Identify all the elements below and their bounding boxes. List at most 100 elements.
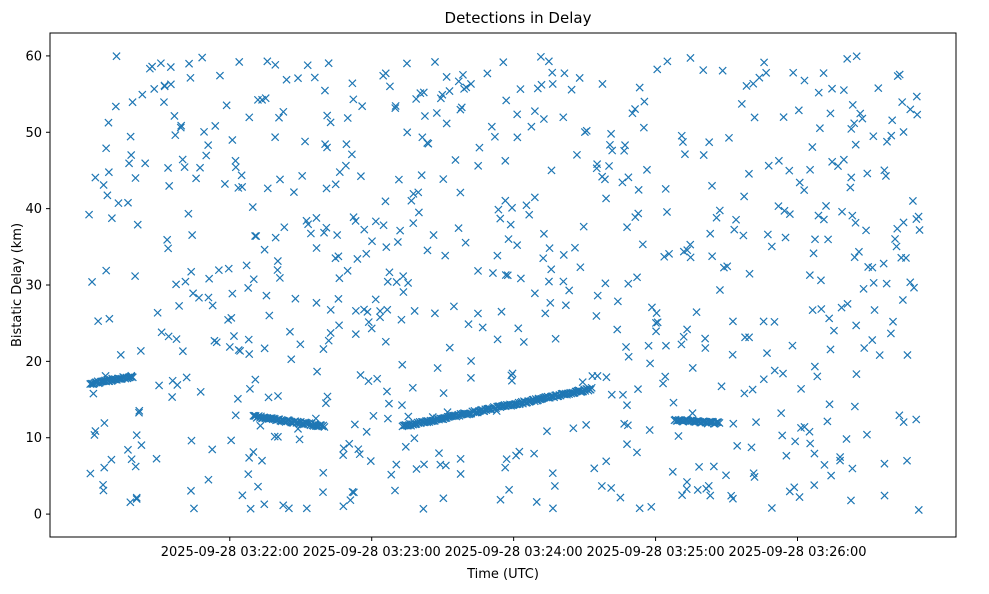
data-point bbox=[578, 378, 587, 387]
data-point bbox=[824, 235, 833, 244]
data-point bbox=[715, 418, 724, 428]
data-point bbox=[899, 127, 908, 137]
data-point bbox=[760, 58, 769, 67]
data-point bbox=[544, 57, 553, 66]
data-point bbox=[869, 132, 878, 141]
x-tick-label: 2025-09-28 03:22:00 bbox=[161, 545, 299, 560]
data-point bbox=[381, 337, 390, 346]
data-point bbox=[85, 210, 94, 219]
data-point bbox=[251, 375, 260, 384]
data-point bbox=[319, 345, 328, 354]
data-point bbox=[659, 379, 668, 388]
data-point bbox=[107, 214, 116, 223]
data-point bbox=[222, 101, 231, 110]
data-point bbox=[724, 133, 734, 142]
data-point bbox=[893, 224, 902, 233]
data-point bbox=[334, 294, 343, 303]
data-point bbox=[817, 304, 826, 314]
data-point bbox=[548, 79, 557, 88]
data-point bbox=[800, 76, 809, 85]
data-point bbox=[847, 173, 856, 182]
data-point bbox=[141, 159, 150, 168]
data-point bbox=[164, 244, 173, 253]
data-point bbox=[248, 203, 257, 212]
data-point bbox=[432, 108, 441, 117]
data-point bbox=[639, 123, 648, 132]
data-point bbox=[874, 84, 883, 93]
data-point bbox=[164, 332, 173, 341]
data-point bbox=[850, 119, 859, 128]
data-point bbox=[638, 240, 647, 249]
data-point bbox=[398, 360, 407, 369]
data-point bbox=[165, 181, 174, 190]
data-point bbox=[260, 344, 269, 353]
data-point bbox=[780, 206, 789, 215]
data-point bbox=[404, 412, 413, 421]
data-point bbox=[341, 161, 350, 170]
data-point bbox=[128, 373, 137, 382]
data-point bbox=[461, 238, 470, 247]
data-point bbox=[850, 402, 859, 411]
data-point bbox=[131, 462, 140, 471]
data-point bbox=[397, 401, 406, 410]
data-point bbox=[343, 266, 352, 275]
data-point bbox=[653, 65, 662, 74]
data-point bbox=[107, 455, 116, 464]
data-point bbox=[90, 430, 99, 439]
data-point bbox=[204, 475, 213, 484]
data-point bbox=[544, 277, 553, 286]
data-point bbox=[235, 57, 244, 66]
data-point bbox=[382, 243, 391, 252]
data-point bbox=[851, 218, 860, 227]
data-point bbox=[651, 318, 660, 327]
data-point bbox=[439, 494, 448, 503]
data-point bbox=[304, 220, 313, 229]
data-point bbox=[303, 61, 312, 70]
data-point bbox=[692, 308, 701, 317]
data-point bbox=[104, 168, 113, 177]
data-point bbox=[778, 369, 788, 378]
data-point bbox=[100, 418, 109, 428]
data-point bbox=[560, 69, 569, 78]
data-point bbox=[379, 71, 388, 80]
data-point bbox=[156, 59, 165, 68]
data-point bbox=[701, 334, 710, 343]
data-point bbox=[245, 113, 254, 122]
data-point bbox=[410, 434, 419, 443]
data-point bbox=[642, 165, 651, 174]
data-point bbox=[320, 228, 329, 237]
data-point bbox=[764, 161, 773, 170]
data-point bbox=[516, 85, 525, 94]
data-point bbox=[349, 95, 358, 104]
data-point bbox=[273, 257, 282, 266]
data-point bbox=[289, 188, 298, 197]
data-point bbox=[279, 501, 288, 510]
data-point bbox=[679, 332, 688, 341]
data-point bbox=[275, 175, 285, 184]
data-point bbox=[532, 497, 541, 506]
data-point bbox=[409, 219, 418, 228]
y-tick-label: 0 bbox=[34, 508, 42, 523]
data-point bbox=[322, 184, 331, 193]
data-point bbox=[231, 411, 240, 420]
data-point bbox=[383, 414, 392, 423]
y-axis-label: Bistatic Delay (km) bbox=[10, 223, 25, 347]
data-point bbox=[902, 456, 912, 465]
data-point bbox=[168, 376, 177, 385]
data-point bbox=[233, 394, 242, 403]
data-point bbox=[539, 229, 548, 238]
data-point bbox=[245, 350, 254, 359]
data-point bbox=[561, 301, 570, 310]
data-point bbox=[870, 306, 879, 315]
data-point bbox=[856, 109, 865, 118]
data-point bbox=[273, 266, 282, 275]
data-point bbox=[828, 84, 837, 93]
data-point bbox=[605, 161, 614, 170]
data-point bbox=[565, 286, 574, 295]
data-point bbox=[767, 242, 776, 251]
data-point bbox=[94, 317, 103, 326]
data-point bbox=[376, 313, 385, 322]
data-point bbox=[251, 231, 260, 241]
data-point bbox=[320, 86, 329, 95]
data-point bbox=[914, 505, 923, 514]
